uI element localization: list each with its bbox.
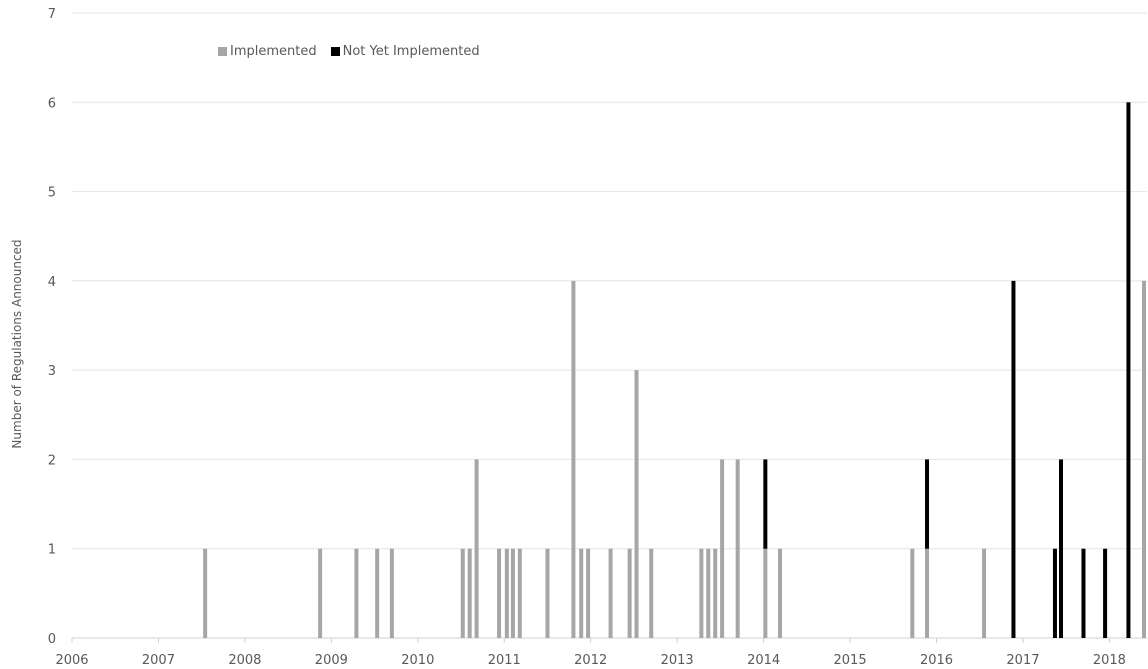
x-tick-label: 2017 (1006, 653, 1039, 668)
bar-implemented (910, 548, 915, 638)
bar-not-yet-implemented (1126, 102, 1131, 639)
bar-implemented (510, 548, 515, 638)
bar-implemented (735, 459, 740, 638)
y-tick-label: 1 (48, 543, 56, 558)
bars (203, 102, 1146, 639)
bar-implemented (517, 548, 522, 638)
bar-implemented (778, 548, 783, 638)
bar-implemented (571, 280, 576, 638)
gridlines (72, 12, 1147, 639)
bar-implemented (203, 548, 208, 638)
x-tick-label: 2015 (834, 653, 867, 668)
bar-not-yet-implemented (1011, 280, 1016, 638)
y-axis-label: Number of Regulations Announced (10, 239, 24, 448)
bar-implemented (318, 548, 323, 638)
bar-implemented (579, 548, 584, 638)
bar-not-yet-implemented (1103, 548, 1108, 638)
x-tick-label: 2010 (401, 653, 434, 668)
y-tick-label: 4 (48, 275, 56, 290)
bar-not-yet-implemented (1081, 548, 1086, 638)
bar-implemented (586, 548, 591, 638)
x-tick-label: 2009 (315, 653, 348, 668)
legend-item-not-yet-implemented: Not Yet Implemented (330, 44, 480, 59)
bar-implemented (467, 548, 472, 638)
bar-implemented (545, 548, 550, 638)
bar-not-yet-implemented (1059, 459, 1064, 638)
bar-implemented (474, 459, 479, 638)
legend-item-implemented: Implemented (218, 44, 317, 59)
bar-implemented (720, 459, 725, 638)
bar-implemented (1142, 280, 1146, 638)
bar-implemented (925, 548, 930, 638)
bar-implemented (460, 548, 465, 638)
y-tick-label: 3 (48, 364, 56, 379)
bar-implemented (627, 548, 632, 638)
x-tick-label: 2018 (1093, 653, 1126, 668)
x-tick-label: 2007 (142, 653, 175, 668)
legend-label-implemented: Implemented (230, 44, 317, 59)
bar-implemented (763, 548, 768, 638)
bar-not-yet-implemented (1052, 548, 1057, 638)
bar-implemented (634, 370, 639, 638)
bar-implemented (706, 548, 711, 638)
bar-implemented (354, 548, 359, 638)
y-axis-ticks: 0 1 2 3 4 5 6 7 (48, 7, 56, 647)
x-tick-label: 2016 (920, 653, 953, 668)
bar-implemented (982, 548, 987, 638)
bar-implemented (389, 548, 394, 638)
x-tick-label: 2012 (574, 653, 607, 668)
legend-label-not-yet-implemented: Not Yet Implemented (342, 44, 480, 59)
x-tick-label: 2011 (488, 653, 521, 668)
y-tick-label: 0 (48, 632, 56, 647)
legend: Implemented Not Yet Implemented (218, 44, 480, 59)
bar-implemented (699, 548, 704, 638)
legend-swatch-not-yet-implemented (330, 47, 340, 56)
bar-not-yet-implemented (763, 459, 768, 549)
x-axis-ticks: 2006 2007 2008 2009 2010 2011 2012 2013 2014 2015… (55, 638, 1126, 668)
bar-implemented (713, 548, 718, 638)
bar-not-yet-implemented (925, 459, 930, 549)
x-tick-label: 2014 (747, 653, 780, 668)
bar-implemented (608, 548, 613, 638)
legend-swatch-implemented (218, 47, 227, 56)
y-tick-label: 6 (48, 96, 56, 111)
y-tick-label: 5 (48, 186, 56, 201)
bar-implemented (497, 548, 502, 638)
y-tick-label: 7 (48, 7, 56, 22)
bar-implemented (649, 548, 654, 638)
x-tick-label: 2013 (661, 653, 694, 668)
bar-implemented (504, 548, 509, 638)
y-tick-label: 2 (48, 453, 56, 468)
x-tick-label: 2006 (55, 653, 88, 668)
bar-implemented (375, 548, 380, 638)
x-tick-label: 2008 (228, 653, 261, 668)
